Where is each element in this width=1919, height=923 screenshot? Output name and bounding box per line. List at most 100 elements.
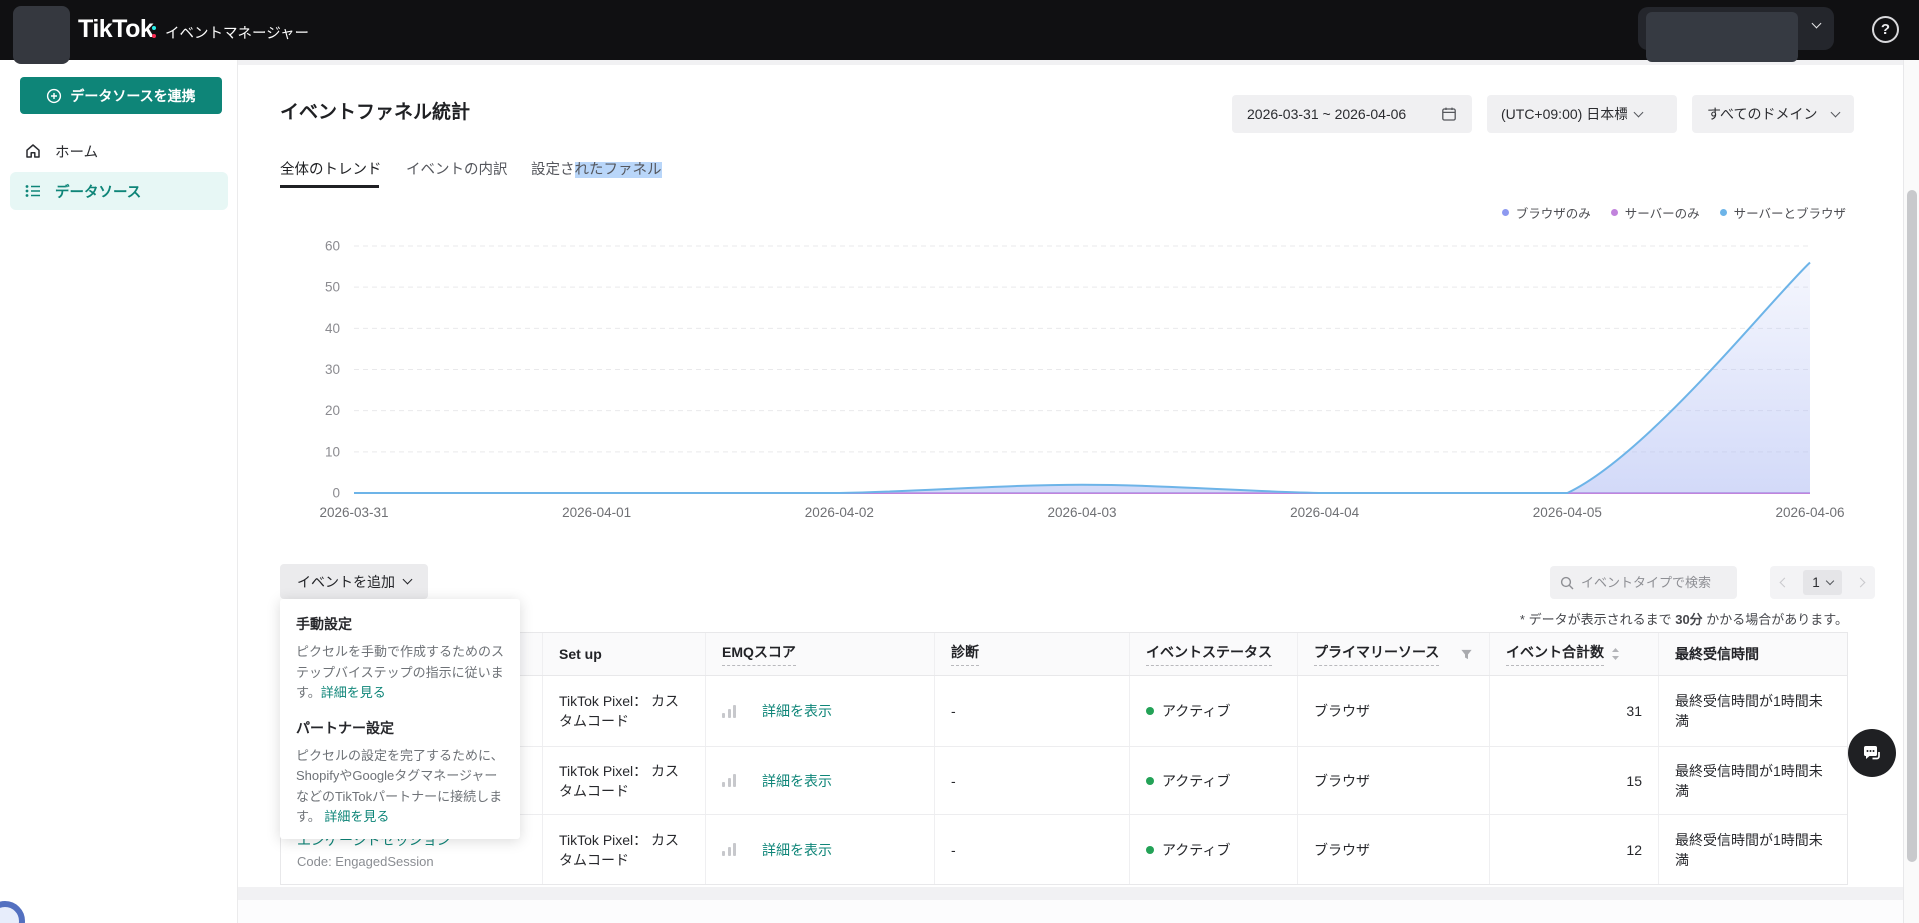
workspace-avatar[interactable] xyxy=(13,6,70,64)
search-input[interactable] xyxy=(1581,575,1726,590)
cell-setup: TikTok Pixel： カスタムコード xyxy=(543,815,706,884)
domain-value: すべてのドメイン xyxy=(1707,104,1817,124)
events-manager-app: TikTok イベントマネージャー ? データソースを連携 ホーム xyxy=(0,0,1919,923)
cell-status: アクティブ xyxy=(1130,676,1298,746)
sidebar-item-home[interactable]: ホーム xyxy=(10,132,228,170)
chat-bubble-icon xyxy=(1860,741,1884,765)
svg-text:30: 30 xyxy=(325,362,340,377)
cell-emq: 詳細を表示 xyxy=(706,676,935,746)
help-icon[interactable]: ? xyxy=(1872,16,1899,43)
list-icon xyxy=(24,182,42,200)
col-total-events: イベント合計数 xyxy=(1490,633,1659,675)
svg-text:2026-04-03: 2026-04-03 xyxy=(1047,505,1116,520)
logo-colon-icon xyxy=(152,26,156,38)
prev-page-icon[interactable] xyxy=(1780,578,1790,588)
status-dot xyxy=(1146,777,1154,785)
svg-text:50: 50 xyxy=(325,280,340,295)
connect-datasource-button[interactable]: データソースを連携 xyxy=(20,77,222,114)
account-name-redacted xyxy=(1646,12,1798,62)
filter-icon[interactable] xyxy=(1460,648,1473,661)
feedback-chat-button[interactable] xyxy=(1848,729,1896,777)
text-selection-highlight: れたファネル xyxy=(575,162,662,178)
col-event-status: イベントステータス xyxy=(1130,633,1298,675)
svg-text:2026-04-02: 2026-04-02 xyxy=(805,505,874,520)
show-details-link[interactable]: 詳細を表示 xyxy=(762,701,832,721)
home-icon xyxy=(24,142,42,160)
menu-item-partner-title[interactable]: パートナー設定 xyxy=(296,718,504,738)
cell-total: 12 xyxy=(1490,815,1659,884)
corner-widget[interactable] xyxy=(0,901,25,923)
cell-last-received: 最終受信時間が1時間未満 xyxy=(1659,676,1847,746)
cell-diagnosis: - xyxy=(935,815,1130,884)
sidebar-item-datasources[interactable]: データソース xyxy=(10,172,228,210)
menu-item-manual-desc: ピクセルを手動で作成するためのステップバイステップの指示に従います。詳細を見る xyxy=(296,642,504,704)
cell-last-received: 最終受信時間が1時間未満 xyxy=(1659,747,1847,814)
emq-bar-icon xyxy=(722,843,736,856)
sort-icon[interactable] xyxy=(1611,647,1620,661)
next-page-icon[interactable] xyxy=(1856,578,1866,588)
tab-overall-trend[interactable]: 全体のトレンド xyxy=(280,158,382,179)
status-dot xyxy=(1146,846,1154,854)
cell-setup: TikTok Pixel： カスタムコード xyxy=(543,747,706,814)
learn-more-link[interactable]: 詳細を見る xyxy=(324,809,389,824)
cell-last-received: 最終受信時間が1時間未満 xyxy=(1659,815,1847,884)
cell-status: アクティブ xyxy=(1130,747,1298,814)
cell-status: アクティブ xyxy=(1130,815,1298,884)
plus-circle-icon xyxy=(46,88,62,104)
emq-bar-icon xyxy=(722,774,736,787)
cell-total: 31 xyxy=(1490,676,1659,746)
table-bottom-strip xyxy=(238,887,1903,900)
tab-configured-funnels[interactable]: 設定されたファネル xyxy=(531,158,662,179)
chevron-down-icon xyxy=(1634,107,1644,117)
page-selector[interactable]: 1 xyxy=(1803,570,1842,595)
chevron-down-icon xyxy=(403,575,413,585)
date-range-picker[interactable]: 2026-03-31 ~ 2026-04-06 xyxy=(1232,95,1472,133)
svg-text:60: 60 xyxy=(325,239,340,254)
svg-text:2026-04-04: 2026-04-04 xyxy=(1290,505,1360,520)
svg-text:40: 40 xyxy=(325,321,340,336)
data-delay-note: * データが表示されるまで 30分 かかる場合があります。 xyxy=(1520,609,1848,628)
event-search-box xyxy=(1550,566,1737,599)
app-title: イベントマネージャー xyxy=(165,22,309,43)
top-header: TikTok イベントマネージャー ? xyxy=(0,0,1919,60)
menu-item-manual-title[interactable]: 手動設定 xyxy=(296,614,504,634)
svg-text:20: 20 xyxy=(325,403,340,418)
date-range-value: 2026-03-31 ~ 2026-04-06 xyxy=(1247,106,1406,122)
show-details-link[interactable]: 詳細を表示 xyxy=(762,771,832,791)
event-code: Code: EngagedSession xyxy=(297,854,434,869)
cell-source: ブラウザ xyxy=(1298,676,1490,746)
tab-event-breakdown[interactable]: イベントの内訳 xyxy=(406,158,508,179)
show-details-link[interactable]: 詳細を表示 xyxy=(762,840,832,860)
account-selector[interactable] xyxy=(1638,7,1834,50)
cell-setup: TikTok Pixel： カスタムコード xyxy=(543,676,706,746)
pagination: 1 xyxy=(1770,566,1875,599)
learn-more-link[interactable]: 詳細を見る xyxy=(321,685,386,700)
col-last-received: 最終受信時間 xyxy=(1659,633,1847,675)
chevron-down-icon xyxy=(1831,107,1841,117)
chevron-down-icon xyxy=(1812,19,1822,29)
sidebar: データソースを連携 ホーム データソース xyxy=(0,60,238,923)
cell-diagnosis: - xyxy=(935,747,1130,814)
svg-text:10: 10 xyxy=(325,444,340,459)
domain-filter[interactable]: すべてのドメイン xyxy=(1692,95,1854,133)
cell-total: 15 xyxy=(1490,747,1659,814)
add-event-dropdown: 手動設定 ピクセルを手動で作成するためのステップバイステップの指示に従います。詳… xyxy=(280,599,520,839)
add-event-button[interactable]: イベントを追加 xyxy=(280,564,428,599)
cell-emq: 詳細を表示 xyxy=(706,747,935,814)
timezone-value: (UTC+09:00) 日本標準時 xyxy=(1501,104,1627,124)
page-bottom-area xyxy=(238,900,1903,923)
svg-text:2026-04-05: 2026-04-05 xyxy=(1533,505,1602,520)
scrollbar-thumb[interactable] xyxy=(1907,190,1917,862)
tiktok-logo: TikTok xyxy=(78,15,153,44)
cell-source: ブラウザ xyxy=(1298,747,1490,814)
svg-text:2026-04-06: 2026-04-06 xyxy=(1775,505,1844,520)
calendar-icon xyxy=(1441,106,1457,122)
active-tab-underline xyxy=(280,185,379,188)
status-dot xyxy=(1146,707,1154,715)
col-primary-source: プライマリーソース xyxy=(1298,633,1490,675)
vertical-scrollbar xyxy=(1903,60,1919,923)
timezone-selector[interactable]: (UTC+09:00) 日本標準時 xyxy=(1487,95,1677,133)
svg-text:2026-03-31: 2026-03-31 xyxy=(319,505,388,520)
svg-text:2026-04-01: 2026-04-01 xyxy=(562,505,631,520)
menu-item-partner-desc: ピクセルの設定を完了するために、ShopifyやGoogleタグマネージャーなど… xyxy=(296,746,504,828)
